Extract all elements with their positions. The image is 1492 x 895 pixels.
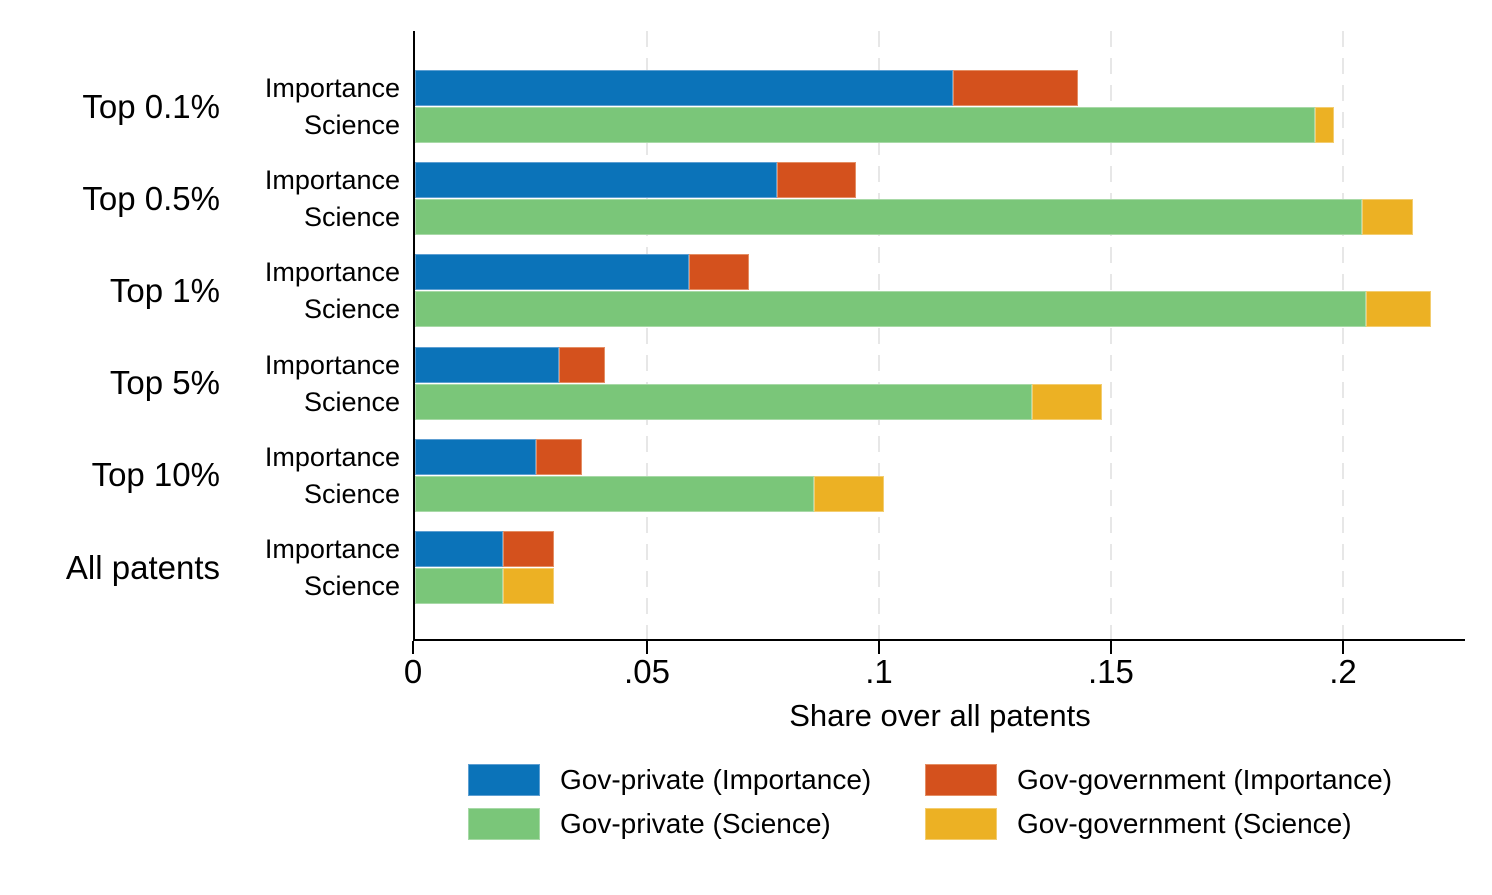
x-tick-.1	[877, 641, 880, 654]
legend-swatch-gov-government-science	[925, 808, 997, 840]
x-tick-0	[412, 641, 414, 654]
bar-label-science: Science	[303, 294, 400, 325]
segment-gov-government-science	[1366, 291, 1432, 328]
segment-gov-government-science	[1032, 383, 1102, 420]
stacked-bar	[415, 568, 555, 604]
group-label: Top 0.1%	[82, 87, 220, 125]
bar-label-importance: Importance	[264, 534, 400, 564]
segment-gov-government-importance	[953, 70, 1079, 106]
stacked-bar	[415, 70, 1079, 106]
bar-label-importance: Importance	[264, 257, 400, 288]
x-tick-label: 0	[403, 653, 423, 690]
legend-swatch-gov-private-science	[468, 808, 540, 840]
group-label: Top 5%	[109, 364, 220, 402]
legend-label: Gov-government (Science)	[1017, 808, 1352, 839]
segment-gov-government-science	[1361, 199, 1413, 236]
segment-gov-private-science	[415, 291, 1367, 328]
segment-gov-government-importance	[688, 254, 750, 291]
x-tick-.05	[645, 641, 648, 654]
legend-label: Gov-private (Importance)	[560, 764, 872, 795]
stacked-bar	[415, 199, 1413, 236]
segment-gov-private-science	[415, 475, 815, 512]
stacked-bar	[415, 438, 583, 475]
segment-gov-private-science	[415, 383, 1033, 420]
legend-label: Gov-government (Importance)	[1017, 764, 1393, 795]
segment-gov-private-importance	[415, 346, 559, 383]
segment-gov-private-importance	[415, 438, 536, 475]
segment-gov-government-importance	[776, 162, 856, 199]
gridline-.15	[1109, 31, 1112, 639]
segment-gov-government-science	[814, 475, 884, 512]
segment-gov-private-science	[415, 199, 1362, 236]
bar-label-science: Science	[303, 386, 400, 417]
gridline-.2	[1341, 31, 1344, 639]
stacked-bar	[415, 254, 750, 291]
stacked-bar	[415, 291, 1432, 328]
x-tick-label: .15	[1088, 653, 1134, 690]
stacked-bar	[415, 346, 606, 383]
segment-gov-government-science	[1315, 107, 1334, 143]
gridline-.1	[877, 31, 880, 639]
segment-gov-private-importance	[415, 70, 954, 106]
segment-gov-private-science	[415, 568, 504, 604]
bar-label-importance: Importance	[264, 441, 400, 472]
group-label: All patents	[65, 548, 220, 586]
x-tick-.15	[1109, 641, 1112, 654]
x-tick-label: .05	[624, 653, 670, 690]
segment-gov-government-importance	[503, 531, 555, 567]
bar-label-science: Science	[303, 202, 400, 233]
stacked-bar	[415, 531, 555, 567]
group-label: Top 10%	[91, 456, 220, 494]
x-tick-label: .2	[1329, 653, 1357, 690]
bar-label-importance: Importance	[264, 73, 400, 103]
segment-gov-private-importance	[415, 254, 689, 291]
legend-swatch-gov-private-importance	[468, 764, 540, 796]
segment-gov-private-science	[415, 107, 1316, 143]
segment-gov-government-science	[503, 568, 555, 604]
segment-gov-government-importance	[535, 438, 583, 475]
bar-label-importance: Importance	[264, 349, 400, 380]
stacked-bar	[415, 162, 856, 199]
x-tick-label: .1	[865, 653, 893, 690]
legend-label: Gov-private (Science)	[560, 808, 831, 839]
group-label: Top 0.5%	[82, 179, 220, 217]
legend-swatch-gov-government-importance	[925, 764, 997, 796]
stacked-bar	[415, 107, 1334, 143]
x-axis-title: Share over all patents	[789, 698, 1091, 733]
gridline-.05	[645, 31, 648, 639]
bar-label-science: Science	[303, 478, 400, 509]
stacked-bar	[415, 475, 884, 512]
bar-label-science: Science	[303, 110, 400, 140]
segment-gov-private-importance	[415, 531, 504, 567]
stacked-bar	[415, 383, 1102, 420]
x-tick-.2	[1341, 641, 1344, 654]
segment-gov-private-importance	[415, 162, 777, 199]
plot-area	[413, 31, 1465, 641]
group-label: Top 1%	[109, 271, 220, 309]
segment-gov-government-importance	[558, 346, 606, 383]
bar-label-science: Science	[303, 571, 400, 601]
bar-label-importance: Importance	[264, 165, 400, 196]
